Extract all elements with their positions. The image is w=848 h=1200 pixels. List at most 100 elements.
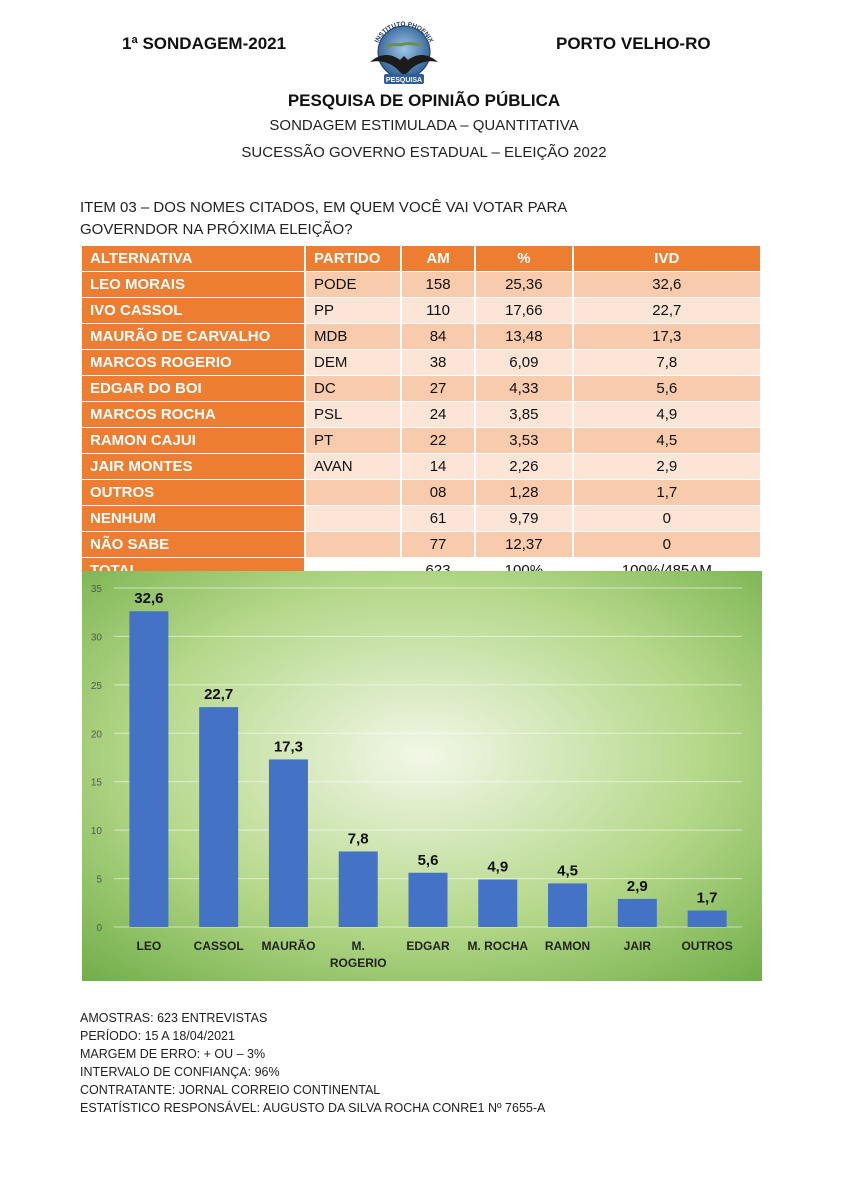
x-tick-label: JAIR [624,939,652,953]
cell-ivd: 4,9 [573,402,760,428]
cell-name: MARCOS ROCHA [82,402,304,428]
footer-contratante: CONTRATANTE: JORNAL CORREIO CONTINENTAL [80,1083,381,1097]
cell-party [306,532,400,558]
cell-party [306,480,400,506]
x-tick-label: CASSOL [194,939,244,953]
table-row: NÃO SABE 77 12,37 0 [82,532,760,558]
cell-name: NENHUM [82,506,304,532]
cell-am: 158 [402,272,475,298]
x-tick-label: LEO [137,939,162,953]
cell-name: IVO CASSOL [82,298,304,324]
data-label: 22,7 [204,686,233,703]
header-left-title: 1ª SONDAGEM-2021 [122,34,287,53]
x-tick-label: M. ROCHA [467,939,528,953]
header-am: AM [402,246,475,272]
y-tick-label: 15 [91,778,103,789]
bar [408,872,448,927]
y-tick-label: 35 [91,584,103,595]
footer-periodo: PERÍODO: 15 A 18/04/2021 [80,1029,235,1043]
table-row: LEO MORAIS PODE 158 25,36 32,6 [82,272,760,298]
data-label: 7,8 [348,830,369,847]
bar [268,759,308,927]
cell-pct: 17,66 [476,298,572,324]
bar [338,851,378,927]
footer-amostras: AMOSTRAS: 623 ENTREVISTAS [80,1011,268,1025]
results-table: ALTERNATIVA PARTIDO AM % IVD LEO MORAIS … [80,246,762,584]
header-ivd: IVD [573,246,760,272]
cell-name: NÃO SABE [82,532,304,558]
cell-pct: 12,37 [476,532,572,558]
x-tick-label: ROGERIO [330,956,387,970]
cell-name: RAMON CAJUI [82,428,304,454]
cell-pct: 4,33 [476,376,572,402]
subtitle-2: SUCESSÃO GOVERNO ESTADUAL – ELEIÇÃO 2022 [241,144,607,161]
cell-pct: 6,09 [476,350,572,376]
table-row: RAMON CAJUI PT 22 3,53 4,5 [82,428,760,454]
cell-ivd: 32,6 [573,272,760,298]
cell-am: 110 [402,298,475,324]
cell-name: LEO MORAIS [82,272,304,298]
cell-party: DC [306,376,400,402]
cell-party: MDB [306,324,400,350]
cell-am: 14 [402,454,475,480]
table-header-row: ALTERNATIVA PARTIDO AM % IVD [82,246,760,272]
question-line-1: ITEM 03 – DOS NOMES CITADOS, EM QUEM VOC… [80,199,568,216]
page-title: PESQUISA DE OPINIÃO PÚBLICA [287,91,561,110]
header-partido: PARTIDO [306,246,400,272]
cell-am: 77 [402,532,475,558]
cell-party: AVAN [306,454,400,480]
x-tick-label: M. [352,939,365,953]
cell-ivd: 2,9 [573,454,760,480]
table-row: MARCOS ROCHA PSL 24 3,85 4,9 [82,402,760,428]
question-text: ITEM 03 – DOS NOMES CITADOS, EM QUEM VOC… [80,197,680,241]
x-tick-label: OUTROS [681,939,732,953]
bar [478,879,518,927]
cell-ivd: 17,3 [573,324,760,350]
data-label: 4,5 [557,862,578,879]
bar [617,898,657,927]
question-line-2: GOVERNDOR NA PRÓXIMA ELEIÇÃO? [80,221,353,238]
table-row: MAURÃO DE CARVALHO MDB 84 13,48 17,3 [82,324,760,350]
x-tick-label: MAURÃO [261,938,315,953]
cell-party: PODE [306,272,400,298]
cell-am: 22 [402,428,475,454]
bar [548,883,588,927]
cell-party: PP [306,298,400,324]
eagle-icon [370,55,438,76]
footer-margem: MARGEM DE ERRO: + OU – 3% [80,1047,266,1061]
table-row: IVO CASSOL PP 110 17,66 22,7 [82,298,760,324]
y-tick-label: 0 [96,923,102,934]
cell-name: JAIR MONTES [82,454,304,480]
cell-pct: 2,26 [476,454,572,480]
y-tick-label: 5 [96,875,102,886]
x-tick-label: RAMON [545,939,590,953]
footer-intervalo: INTERVALO DE CONFIANÇA: 96% [80,1065,280,1079]
cell-am: 08 [402,480,475,506]
header-alternativa: ALTERNATIVA [82,246,304,272]
header-pct: % [476,246,572,272]
cell-party: DEM [306,350,400,376]
table-row: EDGAR DO BOI DC 27 4,33 5,6 [82,376,760,402]
table-row: OUTROS 08 1,28 1,7 [82,480,760,506]
y-tick-label: 25 [91,681,103,692]
cell-name: OUTROS [82,480,304,506]
cell-ivd: 7,8 [573,350,760,376]
cell-pct: 3,53 [476,428,572,454]
logo-bottom-text: PESQUISA [386,77,422,84]
cell-am: 27 [402,376,475,402]
phoenix-logo: INSTITUTO PHOENIX PESQUISA [370,21,438,84]
y-tick-label: 20 [91,729,103,740]
data-label: 5,6 [418,852,439,869]
table-row: JAIR MONTES AVAN 14 2,26 2,9 [82,454,760,480]
cell-party: PSL [306,402,400,428]
cell-pct: 1,28 [476,480,572,506]
table-row: MARCOS ROGERIO DEM 38 6,09 7,8 [82,350,760,376]
footer-estatistico: ESTATÍSTICO RESPONSÁVEL: AUGUSTO DA SILV… [80,1101,546,1115]
cell-name: MAURÃO DE CARVALHO [82,324,304,350]
y-tick-label: 30 [91,632,103,643]
cell-ivd: 0 [573,506,760,532]
cell-ivd: 0 [573,532,760,558]
cell-am: 61 [402,506,475,532]
cell-pct: 3,85 [476,402,572,428]
footer-notes: AMOSTRAS: 623 ENTREVISTAS PERÍODO: 15 A … [80,1009,545,1117]
